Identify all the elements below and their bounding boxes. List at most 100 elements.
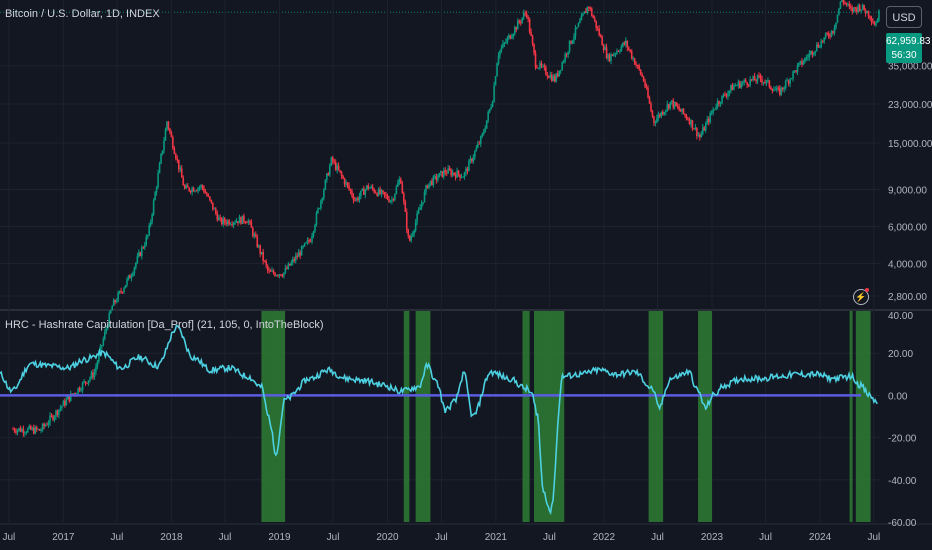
candle-body: [840, 1, 842, 8]
candle-body: [661, 112, 663, 116]
candle-body: [131, 276, 133, 278]
candle-body: [264, 261, 266, 262]
axes-layer: 2,800.004,000.006,000.009,000.0015,000.0…: [2, 62, 932, 543]
candle-body: [470, 159, 472, 161]
candle-body: [111, 306, 113, 310]
candle-body: [242, 216, 244, 224]
candle-body: [613, 54, 615, 56]
capitulation-zone: [523, 311, 530, 522]
candle-body: [77, 388, 79, 393]
candle-body: [496, 63, 498, 76]
candle-body: [450, 170, 452, 175]
candle-body: [339, 170, 341, 172]
candle-body: [523, 13, 525, 18]
candle-body: [629, 50, 631, 52]
candle-body: [125, 285, 127, 288]
candle-body: [126, 279, 128, 285]
candle-body: [249, 221, 251, 222]
candle-body: [665, 110, 667, 112]
candle-body: [288, 264, 290, 269]
candle-body: [760, 76, 762, 79]
candle-body: [674, 102, 676, 107]
candle-body: [743, 80, 745, 82]
candle-body: [853, 7, 855, 11]
candle-body: [783, 88, 785, 89]
candle-body: [588, 7, 590, 8]
candle-body: [862, 5, 864, 9]
candle-body: [356, 198, 358, 200]
candle-body: [797, 65, 799, 72]
candle-body: [76, 393, 78, 394]
candle-body: [154, 192, 156, 200]
candle-body: [20, 428, 22, 432]
candle-body: [458, 171, 460, 175]
candle-body: [473, 157, 475, 161]
candle-body: [316, 213, 318, 225]
candle-body: [15, 431, 17, 432]
currency-button[interactable]: USD: [886, 6, 922, 28]
candle-body: [437, 178, 439, 181]
candle-body: [27, 428, 29, 432]
candle-body: [589, 8, 591, 9]
candle-body: [443, 170, 445, 177]
candle-body: [94, 372, 96, 377]
candle-body: [875, 23, 877, 26]
candle-body: [171, 132, 173, 137]
candle-body: [526, 13, 528, 17]
time-tick-label: Jul: [543, 532, 556, 543]
candle-body: [573, 36, 575, 40]
candle-body: [160, 154, 162, 163]
candle-body: [86, 383, 88, 384]
candle-body: [299, 252, 301, 255]
candle-body: [26, 432, 28, 433]
candle-body: [187, 186, 189, 188]
candle-body: [14, 429, 16, 431]
candle-body: [478, 144, 480, 145]
candle-body: [530, 32, 532, 36]
candle-body: [18, 428, 20, 430]
candle-body: [621, 46, 623, 50]
candle-body: [521, 18, 523, 23]
candle-body: [804, 58, 806, 62]
candle-body: [671, 100, 673, 102]
candle-body: [779, 88, 781, 94]
candle-body: [350, 189, 352, 191]
candle-body: [659, 114, 661, 116]
candle-body: [733, 86, 735, 90]
candle-body: [447, 168, 449, 173]
candle-body: [279, 274, 281, 275]
candle-body: [493, 85, 495, 101]
candle-body: [558, 71, 560, 77]
candle-body: [237, 221, 239, 223]
candle-body: [265, 261, 267, 265]
candle-body: [806, 58, 808, 59]
candle-body: [328, 173, 330, 175]
candle-body: [441, 171, 443, 177]
candle-body: [292, 259, 294, 262]
candle-body: [860, 9, 862, 10]
candle-body: [311, 236, 313, 242]
candle-body: [388, 199, 390, 202]
candle-body: [678, 107, 680, 110]
candle-body: [203, 187, 205, 192]
candle-body: [433, 176, 435, 185]
candle-body: [838, 9, 840, 15]
candle-body: [634, 58, 636, 64]
candle-body: [378, 189, 380, 196]
candle-body: [397, 183, 399, 187]
candle-body: [547, 75, 549, 77]
candle-body: [832, 31, 834, 33]
candle-body: [251, 222, 253, 228]
candle-body: [391, 199, 393, 200]
candle-body: [576, 27, 578, 28]
candle-body: [684, 114, 686, 116]
candle-body: [436, 176, 438, 180]
candle-body: [95, 367, 97, 372]
candle-body: [404, 201, 406, 212]
candle-body: [58, 410, 60, 415]
candle-body: [686, 116, 688, 119]
candle-body: [552, 76, 554, 81]
candle-body: [721, 96, 723, 104]
candle-body: [504, 43, 506, 44]
candle-body: [30, 426, 32, 430]
